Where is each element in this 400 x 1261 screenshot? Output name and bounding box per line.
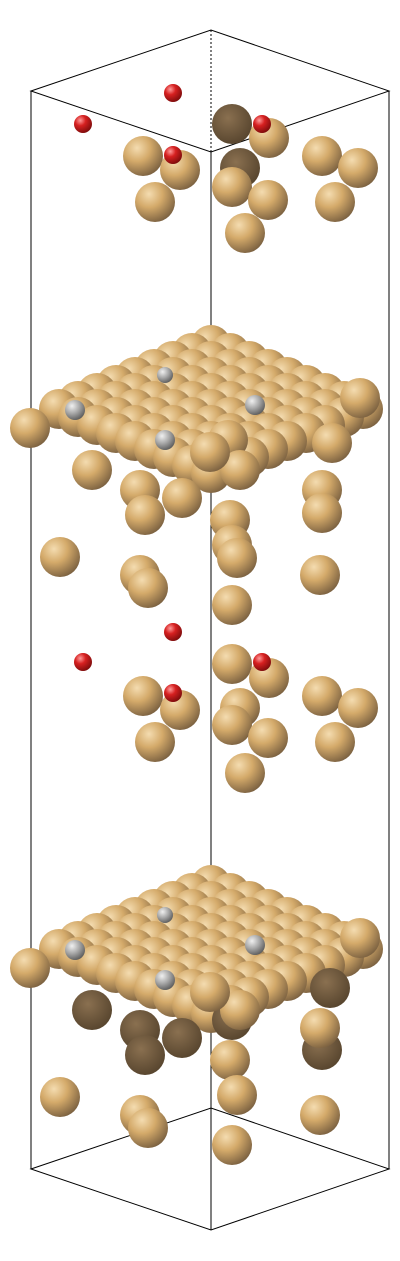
- gold-atom: [220, 450, 260, 490]
- silver-atom: [65, 940, 85, 960]
- gold-atom: [123, 136, 163, 176]
- oxygen-atom: [164, 146, 182, 164]
- gold-atom: [310, 968, 350, 1008]
- gold-atom: [225, 753, 265, 793]
- gold-atom: [125, 1035, 165, 1075]
- silver-atom: [157, 367, 173, 383]
- gold-atom: [220, 990, 260, 1030]
- gold-atom: [212, 104, 252, 144]
- gold-atom: [300, 1095, 340, 1135]
- oxygen-atom: [74, 653, 92, 671]
- gold-atom: [338, 148, 378, 188]
- gold-atom: [135, 722, 175, 762]
- silver-atom: [155, 970, 175, 990]
- silver-atom: [157, 907, 173, 923]
- gold-atom: [315, 722, 355, 762]
- gold-atom: [10, 408, 50, 448]
- silver-atom: [155, 430, 175, 450]
- oxygen-atom: [164, 623, 182, 641]
- gold-atom: [300, 1008, 340, 1048]
- gold-atom: [248, 180, 288, 220]
- gold-atom: [162, 1018, 202, 1058]
- gold-atom: [212, 644, 252, 684]
- oxygen-atom: [164, 84, 182, 102]
- gold-atom: [340, 918, 380, 958]
- gold-atom: [210, 1040, 250, 1080]
- gold-atom: [212, 585, 252, 625]
- gold-atom: [225, 213, 265, 253]
- oxygen-atom: [253, 115, 271, 133]
- gold-atom: [248, 718, 288, 758]
- gold-atom: [135, 182, 175, 222]
- gold-atom: [125, 495, 165, 535]
- oxygen-atom: [253, 653, 271, 671]
- gold-atom: [40, 1077, 80, 1117]
- silver-atom: [245, 395, 265, 415]
- gold-atom: [300, 555, 340, 595]
- gold-atom: [302, 676, 342, 716]
- oxygen-atom: [164, 684, 182, 702]
- gold-atom: [302, 493, 342, 533]
- gold-atom: [340, 378, 380, 418]
- gold-atom: [162, 478, 202, 518]
- gold-atom: [212, 705, 252, 745]
- gold-atom: [72, 990, 112, 1030]
- gold-atom: [302, 136, 342, 176]
- gold-atom: [10, 948, 50, 988]
- gold-atom: [312, 423, 352, 463]
- oxygen-atom: [74, 115, 92, 133]
- atoms-layer: [10, 84, 383, 1165]
- gold-atom: [217, 1075, 257, 1115]
- gold-atom: [72, 450, 112, 490]
- silver-atom: [65, 400, 85, 420]
- gold-atom: [123, 676, 163, 716]
- gold-atom: [212, 1125, 252, 1165]
- gold-atom: [128, 568, 168, 608]
- gold-atom: [217, 538, 257, 578]
- gold-atom: [190, 432, 230, 472]
- gold-atom: [190, 972, 230, 1012]
- gold-atom: [315, 182, 355, 222]
- gold-atom: [40, 537, 80, 577]
- gold-atom: [338, 688, 378, 728]
- gold-atom: [212, 167, 252, 207]
- gold-atom: [128, 1108, 168, 1148]
- silver-atom: [245, 935, 265, 955]
